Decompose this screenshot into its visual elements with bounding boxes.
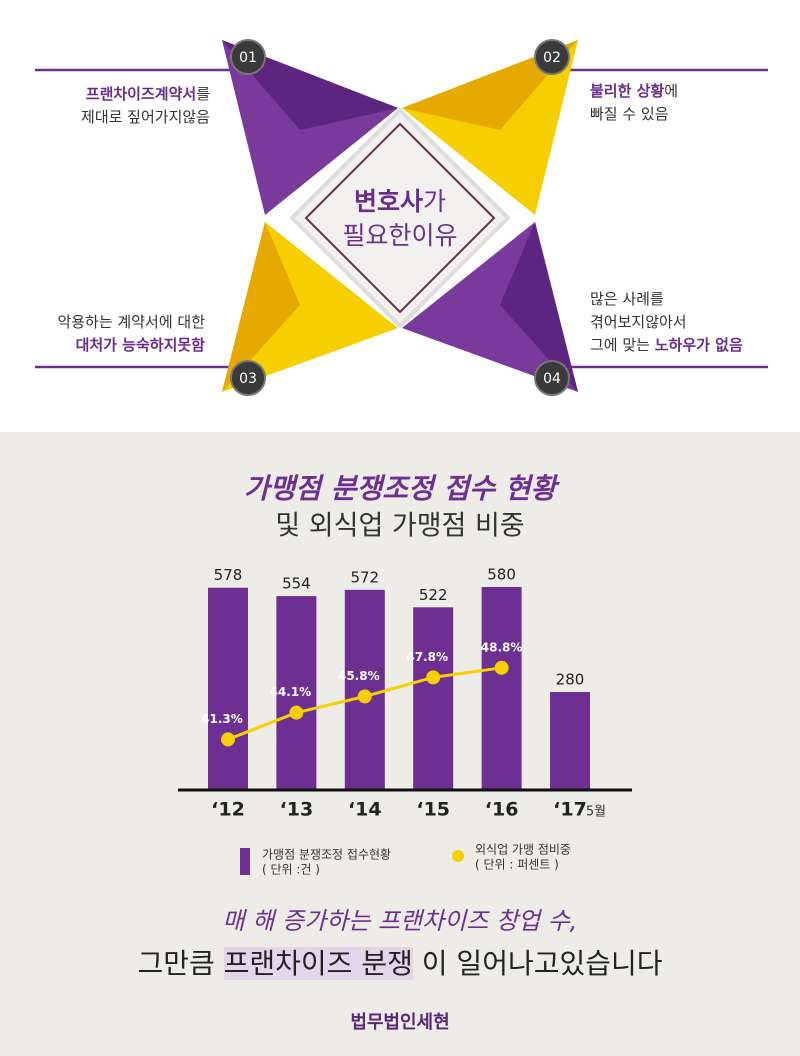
item-line: 프랜차이즈계약서를 (81, 83, 210, 106)
x-tick-label: ‘16 (485, 799, 519, 821)
item-line: 제대로 짚어가지않음 (81, 106, 210, 129)
text-run: 노하우가 없음 (654, 336, 743, 354)
center-text: 필요한이유 (300, 220, 500, 252)
bar-label: 578 (214, 566, 243, 584)
category-note: 5월 (586, 805, 606, 820)
bar (276, 596, 317, 790)
chart-subtitle: 및 외식업 가맹점 비중 (275, 511, 524, 542)
text-run: 필요한이유 (342, 221, 458, 250)
x-tick-label: ‘12 (211, 799, 245, 821)
point-label: 44.1% (270, 685, 312, 699)
x-tick-label: ‘14 (348, 799, 382, 821)
point-label: 47.8% (406, 650, 448, 664)
logo: 법무법인세현 (350, 1012, 449, 1033)
point (494, 660, 509, 675)
diamond (289, 107, 511, 329)
diamond-outline (304, 122, 496, 314)
bar-label: 572 (350, 568, 379, 586)
bar (413, 607, 454, 790)
text-run: 악용하는 계약서에 대한 (57, 313, 205, 331)
text-run: 그에 맞는 (590, 336, 655, 354)
text-run: 빠질 수 있음 (590, 105, 669, 123)
point-label: 48.8% (481, 640, 523, 654)
number-badge (230, 360, 266, 396)
legend-label: 외식업 가맹 점비중 (475, 843, 571, 857)
item-line: 겪어보지않아서 (590, 311, 743, 334)
number: 03 (239, 371, 257, 387)
message: 그만큼 프랜차이즈 분쟁 이 일어나고있습니다 (0, 945, 800, 983)
number: 02 (543, 50, 561, 66)
number: 01 (239, 50, 257, 66)
number-badge (230, 39, 266, 75)
point (426, 670, 441, 685)
text-run: 프랜차이즈 분쟁 (223, 947, 413, 980)
item-line: 빠질 수 있음 (590, 103, 678, 126)
triangle-shade (222, 40, 398, 130)
number-badge (534, 360, 570, 396)
x-tick-label: ‘17 (553, 799, 587, 821)
bar (550, 692, 590, 790)
legend-swatch (240, 848, 250, 875)
triangle-shade (222, 222, 300, 392)
number: 04 (543, 371, 561, 387)
legend-unit: ( 단위 : 퍼센트 ) (475, 858, 559, 872)
point (221, 732, 235, 747)
legend-label: 가맹점 분쟁조정 접수현황 (262, 848, 391, 862)
text-run: 프랜차이즈계약서 (85, 85, 197, 103)
text-run: 변호사 (353, 187, 423, 216)
bar-label: 280 (556, 671, 585, 689)
item-line: 그에 맞는 노하우가 없음 (590, 334, 743, 357)
point-label: 41.3% (201, 712, 243, 726)
text-run: 가 (423, 187, 447, 216)
bar (208, 587, 248, 790)
bar-label: 522 (419, 586, 448, 604)
legend-swatch (452, 850, 464, 862)
text-run: 에 (664, 82, 679, 100)
legend-unit: ( 단위 :건 ) (262, 863, 320, 877)
bar-label: 554 (282, 575, 311, 593)
handwritten: 매 해 증가하는 프랜차이즈 창업 수, (223, 907, 578, 935)
number-badge (534, 39, 570, 75)
text-run: 불리한 상황 (590, 82, 665, 100)
item-line: 악용하는 계약서에 대한 (57, 311, 205, 334)
item-line: 대처가 능숙하지못함 (57, 334, 205, 357)
triangle-shade (402, 40, 578, 130)
bar-label: 580 (487, 566, 516, 584)
x-tick-label: ‘15 (416, 799, 450, 821)
text-run: 제대로 짚어가지않음 (81, 108, 210, 126)
point-label: 45.8% (338, 669, 380, 683)
point (289, 705, 304, 720)
chart-title: 가맹점 분쟁조정 접수 현황 (244, 472, 561, 505)
bar (481, 587, 522, 790)
text-run: 대처가 능숙하지못함 (75, 336, 205, 354)
text-run: 이 일어나고있습니다 (412, 947, 663, 980)
text-run: 겪어보지않아서 (590, 313, 687, 331)
text-run: 많은 사례를 (590, 290, 664, 308)
x-tick-label: ‘13 (280, 799, 314, 821)
text-run: 그만큼 (137, 947, 224, 980)
item-line: 불리한 상황에 (590, 80, 678, 103)
point (357, 689, 372, 704)
triangle-shade (500, 222, 578, 392)
text-run: 를 (196, 85, 210, 103)
item-line: 많은 사례를 (590, 288, 743, 311)
center-text: 변호사가 (300, 186, 500, 218)
